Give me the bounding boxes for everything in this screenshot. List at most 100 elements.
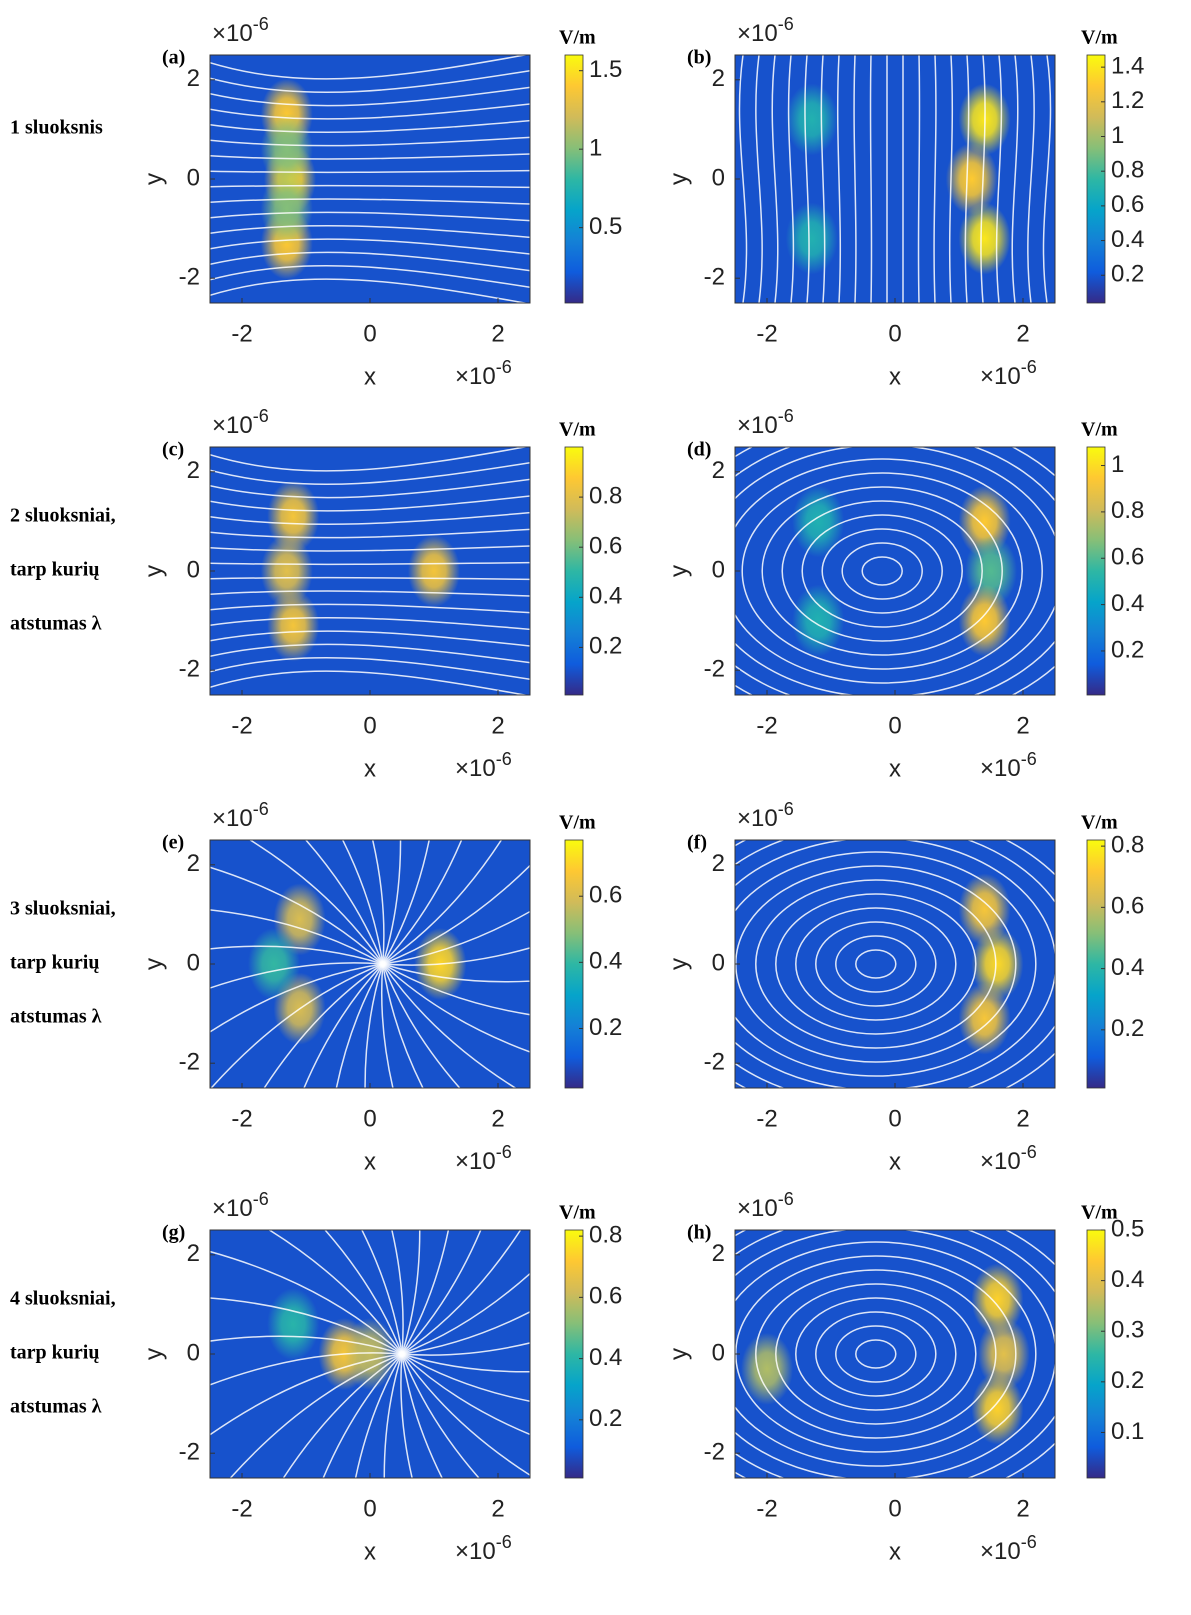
streamline bbox=[401, 1230, 450, 1355]
streamline bbox=[382, 963, 530, 983]
streamline bbox=[210, 590, 530, 597]
exponent-base: ×10 bbox=[212, 1195, 253, 1222]
colorbar-tick-label: 0.2 bbox=[589, 1405, 622, 1432]
streamline bbox=[210, 278, 529, 303]
y-exponent: ×10-6 bbox=[737, 799, 794, 833]
streamline bbox=[210, 670, 529, 695]
panel-label: (g) bbox=[162, 1222, 185, 1244]
y-tick-label: -2 bbox=[179, 264, 200, 291]
x-axis-label: x bbox=[889, 1538, 901, 1565]
colorbar-tick-label: 0.8 bbox=[589, 482, 622, 509]
streamline bbox=[304, 840, 384, 965]
colorbar bbox=[1086, 839, 1106, 1089]
exponent-power: -6 bbox=[496, 357, 512, 377]
streamline bbox=[401, 1230, 482, 1355]
field-hotspot bbox=[267, 480, 320, 553]
colorbar bbox=[564, 54, 584, 304]
row-label: 2 sluoksniai, bbox=[10, 505, 116, 527]
x-tick-label: 2 bbox=[491, 1105, 504, 1132]
streamline bbox=[382, 840, 402, 965]
plot-area bbox=[210, 1230, 530, 1478]
colorbar-tick-label: 0.6 bbox=[589, 533, 622, 560]
y-axis-label: y bbox=[665, 173, 692, 185]
streamline bbox=[401, 1353, 530, 1476]
streamline bbox=[980, 55, 986, 303]
exponent-base: ×10 bbox=[455, 1538, 496, 1565]
streamline bbox=[354, 1353, 403, 1478]
streamline bbox=[267, 1230, 403, 1355]
streamline bbox=[210, 184, 530, 189]
y-tick-label: -2 bbox=[704, 1049, 725, 1076]
streamline bbox=[1027, 55, 1035, 303]
streamline bbox=[841, 542, 923, 600]
exponent-base: ×10 bbox=[980, 363, 1021, 390]
plot-area bbox=[210, 55, 530, 303]
y-tick-label: -2 bbox=[179, 1049, 200, 1076]
exponent-power: -6 bbox=[1021, 749, 1037, 769]
y-tick-label: 2 bbox=[712, 65, 725, 92]
streamline bbox=[1042, 55, 1052, 303]
y-exponent: ×10-6 bbox=[212, 14, 269, 48]
streamline bbox=[401, 1353, 530, 1373]
streamline bbox=[820, 55, 826, 303]
colorbar-tick-label: 0.8 bbox=[1111, 831, 1144, 858]
y-tick-label: 2 bbox=[712, 1240, 725, 1267]
streamline bbox=[383, 1353, 403, 1478]
streamline bbox=[741, 472, 1023, 670]
streamline bbox=[795, 1297, 957, 1411]
x-exponent: ×10-6 bbox=[455, 749, 512, 783]
exponent-power: -6 bbox=[496, 1142, 512, 1162]
x-tick-label: 0 bbox=[888, 712, 901, 739]
colorbar-tick-label: 0.2 bbox=[1111, 1367, 1144, 1394]
colorbar-tick-label: 1.2 bbox=[1111, 87, 1144, 114]
streamline bbox=[835, 935, 917, 993]
streamline bbox=[210, 657, 530, 681]
row-label: 1 sluoksnis bbox=[10, 117, 103, 139]
x-tick-label: 2 bbox=[1016, 1495, 1029, 1522]
streamline bbox=[210, 1352, 403, 1386]
colorbar-tick-label: 0.3 bbox=[1111, 1317, 1144, 1344]
x-tick-label: 2 bbox=[491, 712, 504, 739]
streamline bbox=[335, 963, 384, 1088]
row-label: tarp kurių bbox=[10, 1342, 99, 1364]
streamline bbox=[382, 910, 530, 965]
y-axis-label: y bbox=[140, 565, 167, 577]
colorbar-tick-label: 0.4 bbox=[1111, 954, 1144, 981]
plot-area bbox=[735, 1230, 1055, 1478]
streamline bbox=[341, 840, 384, 965]
streamline bbox=[210, 1250, 403, 1355]
streamline bbox=[382, 963, 461, 1088]
y-axis-label: y bbox=[140, 958, 167, 970]
streamline bbox=[775, 1283, 977, 1425]
streamline bbox=[382, 963, 530, 1016]
exponent-power: -6 bbox=[1021, 1532, 1037, 1552]
streamline bbox=[735, 1241, 1037, 1467]
streamline bbox=[400, 1353, 413, 1478]
streamline bbox=[210, 561, 530, 566]
colorbar-tick-label: 0.4 bbox=[589, 1344, 622, 1371]
streamline bbox=[755, 55, 763, 303]
streamline bbox=[836, 55, 842, 303]
streamline bbox=[815, 921, 937, 1007]
colorbar-tick-label: 0.6 bbox=[1111, 191, 1144, 218]
y-tick-label: 2 bbox=[187, 65, 200, 92]
colorbar-tick-label: 0.4 bbox=[1111, 590, 1144, 617]
colorbar-tick-label: 0.4 bbox=[1111, 1266, 1144, 1293]
colorbar bbox=[564, 1229, 584, 1479]
y-exponent: ×10-6 bbox=[737, 14, 794, 48]
streamline bbox=[210, 461, 530, 485]
colorbar-label: V/m bbox=[1081, 812, 1118, 834]
x-tick-label: 0 bbox=[363, 1495, 376, 1522]
streamline bbox=[917, 55, 921, 303]
streamline bbox=[933, 55, 937, 303]
y-tick-label: 0 bbox=[187, 949, 200, 976]
field-hotspot bbox=[408, 535, 460, 607]
colorbar-label: V/m bbox=[559, 27, 596, 49]
exponent-power: -6 bbox=[496, 749, 512, 769]
streamline bbox=[401, 1230, 522, 1355]
y-exponent: ×10-6 bbox=[737, 406, 794, 440]
x-tick-label: 2 bbox=[1016, 320, 1029, 347]
streamline bbox=[815, 1311, 937, 1397]
exponent-power: -6 bbox=[253, 406, 269, 426]
row-label: atstumas λ bbox=[10, 1396, 102, 1418]
